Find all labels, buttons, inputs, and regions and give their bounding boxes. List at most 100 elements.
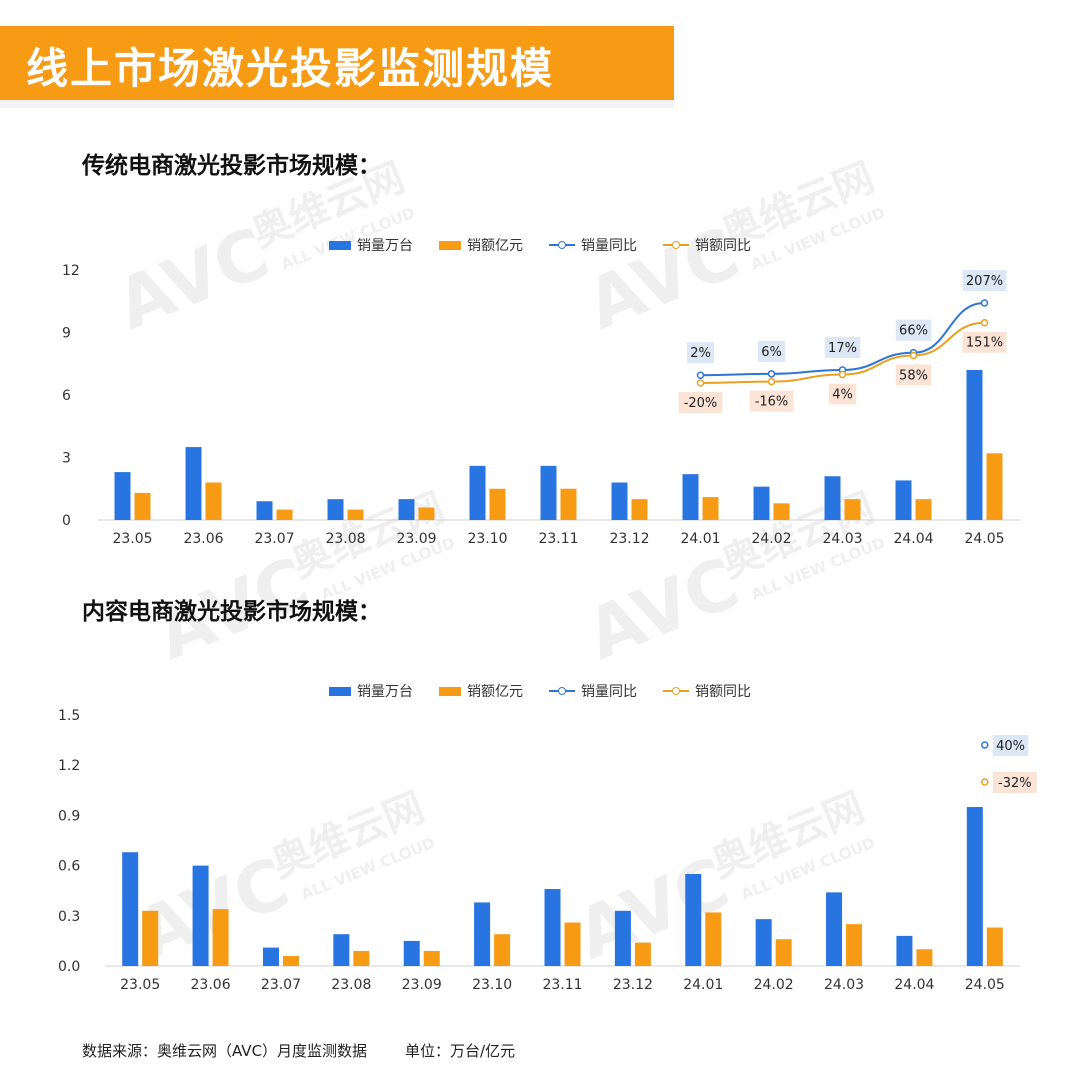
point-value-yoy — [980, 318, 989, 327]
x-tick-label: 24.03 — [824, 977, 864, 993]
legend-swatch-orange — [439, 686, 461, 696]
bar-sales-value — [702, 497, 719, 520]
data-label-bg — [895, 319, 932, 341]
x-tick-label: 24.04 — [894, 977, 934, 993]
legend-item-value-yoy: 销额同比 — [663, 235, 751, 255]
chart2-title: 内容电商激光投影市场规模： — [82, 599, 381, 625]
data-label-bg — [962, 270, 1007, 291]
legend-item-volume-yoy: 销量同比 — [549, 235, 637, 255]
x-tick-label: 23.08 — [325, 531, 365, 547]
data-label: 17% — [828, 341, 857, 356]
chart2-legend: 销量万台 销额亿元 销量同比 销额同比 — [0, 681, 1080, 701]
legend-item-sales-volume: 销量万台 — [329, 681, 413, 701]
bar-sales-volume — [755, 919, 772, 966]
x-tick-label: 23.05 — [120, 977, 160, 993]
y-tick-label: 1.5 — [58, 708, 80, 724]
bar-sales-volume — [896, 935, 913, 966]
x-tick-label: 23.06 — [183, 531, 223, 547]
data-label: 40% — [996, 739, 1025, 754]
bar-sales-value — [915, 499, 932, 520]
x-tick-label: 23.07 — [254, 531, 294, 547]
bar-sales-volume — [753, 486, 770, 520]
bar-sales-volume — [469, 465, 486, 520]
chart1-plot: 0 3 6 9 12 23.05 23.06 23.07 23.08 23.09 23.10 23.1… — [62, 263, 1020, 547]
point-volume-yoy — [767, 370, 776, 378]
unit-note: 单位：万台/亿元 — [405, 1042, 516, 1060]
x-tick-label: 23.07 — [261, 977, 301, 993]
legend-swatch-orange-line — [663, 240, 689, 250]
data-label-bg — [824, 336, 861, 358]
data-label: 66% — [899, 324, 928, 339]
bar-sales-volume — [966, 370, 983, 520]
x-tick-label: 24.03 — [822, 531, 862, 547]
line-value-yoy — [700, 321, 985, 384]
data-label: -20% — [684, 396, 718, 411]
y-tick-label: 12 — [62, 263, 80, 279]
x-tick-label: 23.10 — [467, 531, 507, 547]
bar-sales-volume — [682, 474, 699, 520]
bar-sales-value — [560, 488, 577, 520]
x-tick-label: 23.08 — [331, 977, 371, 993]
bar-sales-value — [134, 492, 151, 520]
bar-sales-volume — [403, 940, 420, 966]
data-label-bg — [678, 392, 723, 413]
bar-sales-value — [631, 499, 648, 520]
legend-item-sales-volume: 销量万台 — [329, 235, 413, 255]
data-label: 4% — [832, 388, 853, 403]
bar-sales-volume — [398, 499, 415, 520]
y-tick-label: 3 — [62, 451, 71, 467]
legend-label: 销量万台 — [357, 238, 413, 254]
chart2-plot: 0.0 0.3 0.6 0.9 1.2 1.5 23.05 23.06 23.07 23.08 23… — [58, 708, 1037, 993]
point-value-yoy — [767, 377, 776, 386]
x-tick-label: 23.11 — [538, 531, 578, 547]
bar-sales-value — [773, 503, 790, 520]
watermark-logo: AVC — [576, 542, 750, 676]
bar-sales-volume — [685, 873, 702, 966]
bar-sales-value — [634, 942, 651, 966]
bar-sales-volume — [895, 480, 912, 520]
x-tick-label: 23.10 — [472, 977, 512, 993]
bar-sales-volume — [192, 865, 209, 966]
x-tick-label: 23.05 — [112, 531, 152, 547]
data-label: 58% — [899, 369, 928, 384]
x-tick-label: 23.09 — [396, 531, 436, 547]
bar-sales-volume — [185, 447, 202, 520]
bar-sales-volume — [540, 465, 557, 520]
bar-sales-value — [775, 939, 792, 966]
bar-sales-volume — [544, 889, 561, 966]
y-tick-label: 0.6 — [58, 859, 80, 875]
legend-label: 销额亿元 — [467, 684, 523, 700]
point-value-yoy — [696, 379, 705, 387]
bar-sales-volume — [114, 472, 131, 520]
bar-sales-volume — [256, 501, 273, 520]
x-tick-label: 24.05 — [964, 531, 1004, 547]
bar-sales-value — [282, 955, 299, 966]
x-tick-label: 23.12 — [613, 977, 653, 993]
data-label-bg — [962, 331, 1007, 353]
point-value-yoy — [981, 778, 989, 786]
bar-sales-value — [489, 488, 506, 520]
chart1-title: 传统电商激光投影市场规模： — [82, 153, 381, 179]
legend-item-sales-value: 销额亿元 — [439, 681, 523, 701]
x-tick-label: 23.12 — [609, 531, 649, 547]
y-tick-label: 0.9 — [58, 808, 80, 824]
data-label-bg — [992, 772, 1037, 793]
legend-swatch-blue — [329, 686, 351, 696]
x-tick-label: 24.02 — [754, 977, 794, 993]
legend-label: 销量同比 — [581, 238, 637, 254]
x-tick-label: 24.02 — [751, 531, 791, 547]
bar-sales-value — [564, 922, 581, 966]
bar-sales-volume — [966, 807, 983, 966]
legend-label: 销量万台 — [357, 684, 413, 700]
legend-label: 销额同比 — [695, 238, 751, 254]
bar-sales-volume — [824, 476, 841, 520]
data-label: 2% — [690, 346, 711, 361]
bar-sales-value — [276, 509, 293, 520]
legend-label: 销量同比 — [581, 684, 637, 700]
footer: 数据来源：奥维云网（AVC）月度监测数据 单位：万台/亿元 — [82, 1040, 515, 1061]
legend-swatch-orange — [439, 240, 461, 250]
bar-sales-volume — [611, 482, 628, 520]
data-source-note: 数据来源：奥维云网（AVC）月度监测数据 — [82, 1042, 368, 1060]
x-tick-label: 23.06 — [191, 977, 231, 993]
data-label: 151% — [966, 336, 1003, 351]
